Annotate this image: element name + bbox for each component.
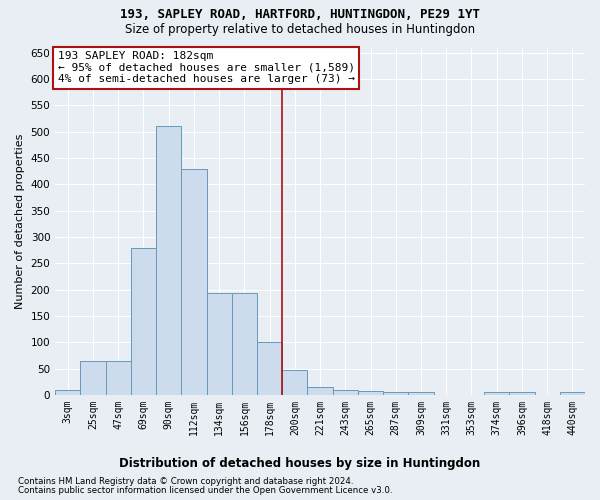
- Bar: [332, 390, 358, 395]
- Bar: [80, 360, 106, 395]
- Bar: [383, 392, 409, 395]
- Bar: [560, 392, 585, 395]
- Bar: [358, 391, 383, 395]
- Bar: [257, 342, 282, 395]
- Text: Contains HM Land Registry data © Crown copyright and database right 2024.: Contains HM Land Registry data © Crown c…: [18, 477, 353, 486]
- Bar: [156, 126, 181, 395]
- Bar: [232, 294, 257, 395]
- Text: 193 SAPLEY ROAD: 182sqm
← 95% of detached houses are smaller (1,589)
4% of semi-: 193 SAPLEY ROAD: 182sqm ← 95% of detache…: [58, 51, 355, 84]
- Bar: [409, 392, 434, 395]
- Bar: [106, 360, 131, 395]
- Bar: [55, 390, 80, 395]
- Y-axis label: Number of detached properties: Number of detached properties: [15, 134, 25, 309]
- Bar: [484, 392, 509, 395]
- Text: Contains public sector information licensed under the Open Government Licence v3: Contains public sector information licen…: [18, 486, 392, 495]
- Text: Distribution of detached houses by size in Huntingdon: Distribution of detached houses by size …: [119, 458, 481, 470]
- Bar: [282, 370, 307, 395]
- Bar: [131, 248, 156, 395]
- Bar: [509, 392, 535, 395]
- Bar: [307, 387, 332, 395]
- Text: 193, SAPLEY ROAD, HARTFORD, HUNTINGDON, PE29 1YT: 193, SAPLEY ROAD, HARTFORD, HUNTINGDON, …: [120, 8, 480, 20]
- Text: Size of property relative to detached houses in Huntingdon: Size of property relative to detached ho…: [125, 22, 475, 36]
- Bar: [181, 168, 206, 395]
- Bar: [206, 294, 232, 395]
